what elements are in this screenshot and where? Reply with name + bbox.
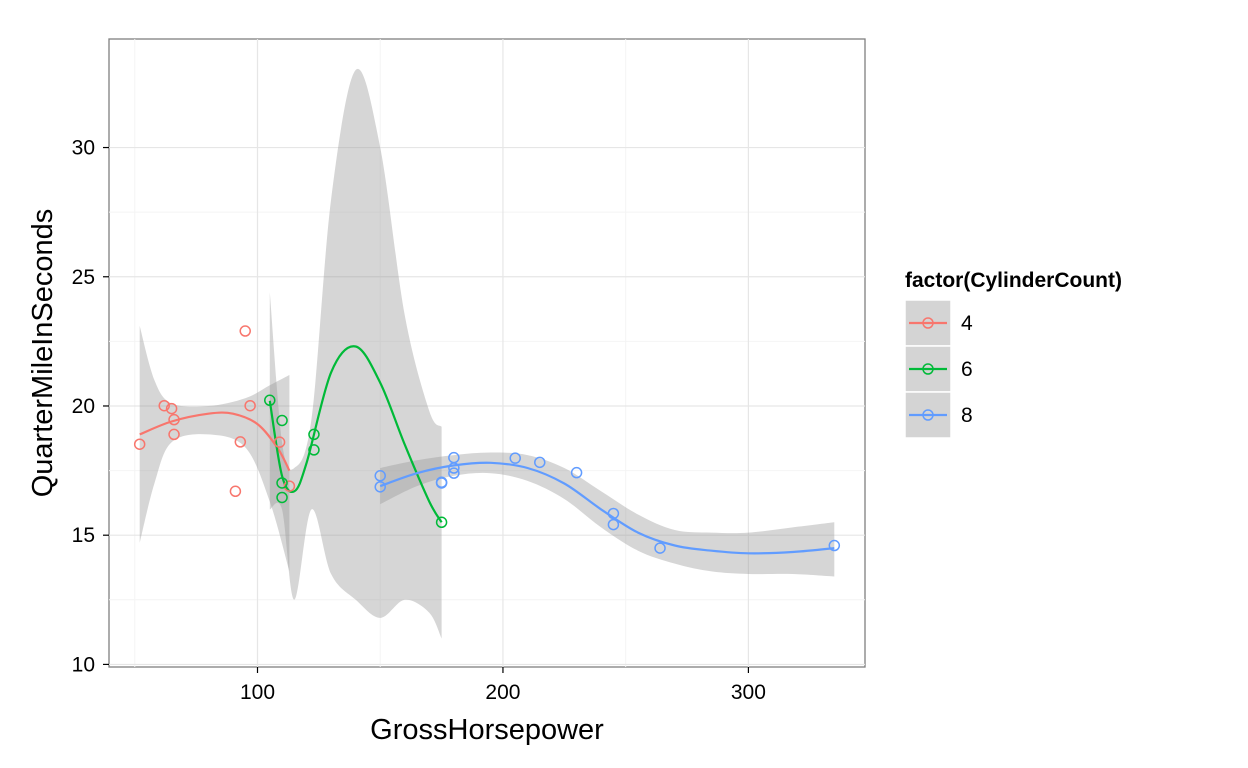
legend-key-point [922, 363, 934, 375]
data-point-6 [276, 477, 288, 489]
data-point-4 [229, 485, 242, 498]
data-point-6 [308, 428, 320, 441]
data-point-4 [168, 413, 180, 426]
legend-key-point [922, 317, 934, 329]
legend-entry-label: 6 [961, 358, 973, 381]
confidence-band-4 [139, 325, 290, 572]
legend-keys: 4 6 8 [904, 299, 973, 439]
data-point-8 [607, 507, 620, 520]
data-point-4 [234, 436, 247, 448]
legend: factor(CylinderCount) 4 6 8 [904, 269, 1122, 439]
x-tick-label: 200 [485, 681, 520, 704]
legend-key-point [922, 409, 934, 421]
smooth-line-8 [379, 461, 835, 555]
confidence-band-6 [269, 68, 442, 639]
grid [109, 39, 865, 667]
data-point-8 [509, 452, 521, 464]
data-point-8 [534, 456, 546, 469]
data-point-8 [448, 467, 460, 479]
y-tick-label: 30 [72, 137, 95, 160]
x-tick-label: 300 [731, 681, 766, 704]
data-points [133, 325, 841, 554]
plot-panel [108, 38, 866, 668]
x-tick-label: 100 [240, 681, 275, 704]
data-point-8 [435, 476, 448, 488]
legend-title: factor(CylinderCount) [905, 269, 1122, 292]
data-point-6 [264, 394, 276, 407]
data-point-6 [276, 414, 288, 427]
data-point-8 [448, 451, 460, 464]
x-axis-label: GrossHorsepower [370, 714, 604, 746]
data-point-6 [308, 444, 320, 456]
y-tick-label: 10 [72, 653, 95, 676]
data-point-8 [570, 466, 583, 479]
data-point-4 [168, 428, 180, 441]
y-tick-label: 25 [72, 266, 95, 289]
data-point-4 [165, 402, 178, 415]
data-point-4 [283, 480, 296, 492]
smooth-line-6 [268, 345, 443, 523]
legend-entry-label: 4 [961, 312, 973, 335]
y-tick-label: 20 [72, 395, 95, 418]
data-point-8 [828, 539, 841, 552]
data-point-6 [276, 491, 288, 504]
axes: 100 200 300 10 15 20 25 30 [72, 137, 766, 704]
data-point-8 [607, 518, 620, 531]
data-point-4 [244, 399, 256, 412]
data-point-4 [133, 438, 146, 450]
data-point-8 [374, 481, 386, 493]
data-point-4 [273, 436, 286, 448]
data-point-4 [239, 325, 251, 337]
data-point-4 [158, 399, 170, 412]
y-tick-label: 15 [72, 524, 95, 547]
y-axis-label: QuarterMileInSeconds [27, 209, 59, 498]
legend-entry-label: 8 [961, 404, 973, 427]
data-point-6 [435, 516, 448, 529]
data-point-8 [654, 542, 666, 554]
data-point-8 [374, 470, 386, 482]
